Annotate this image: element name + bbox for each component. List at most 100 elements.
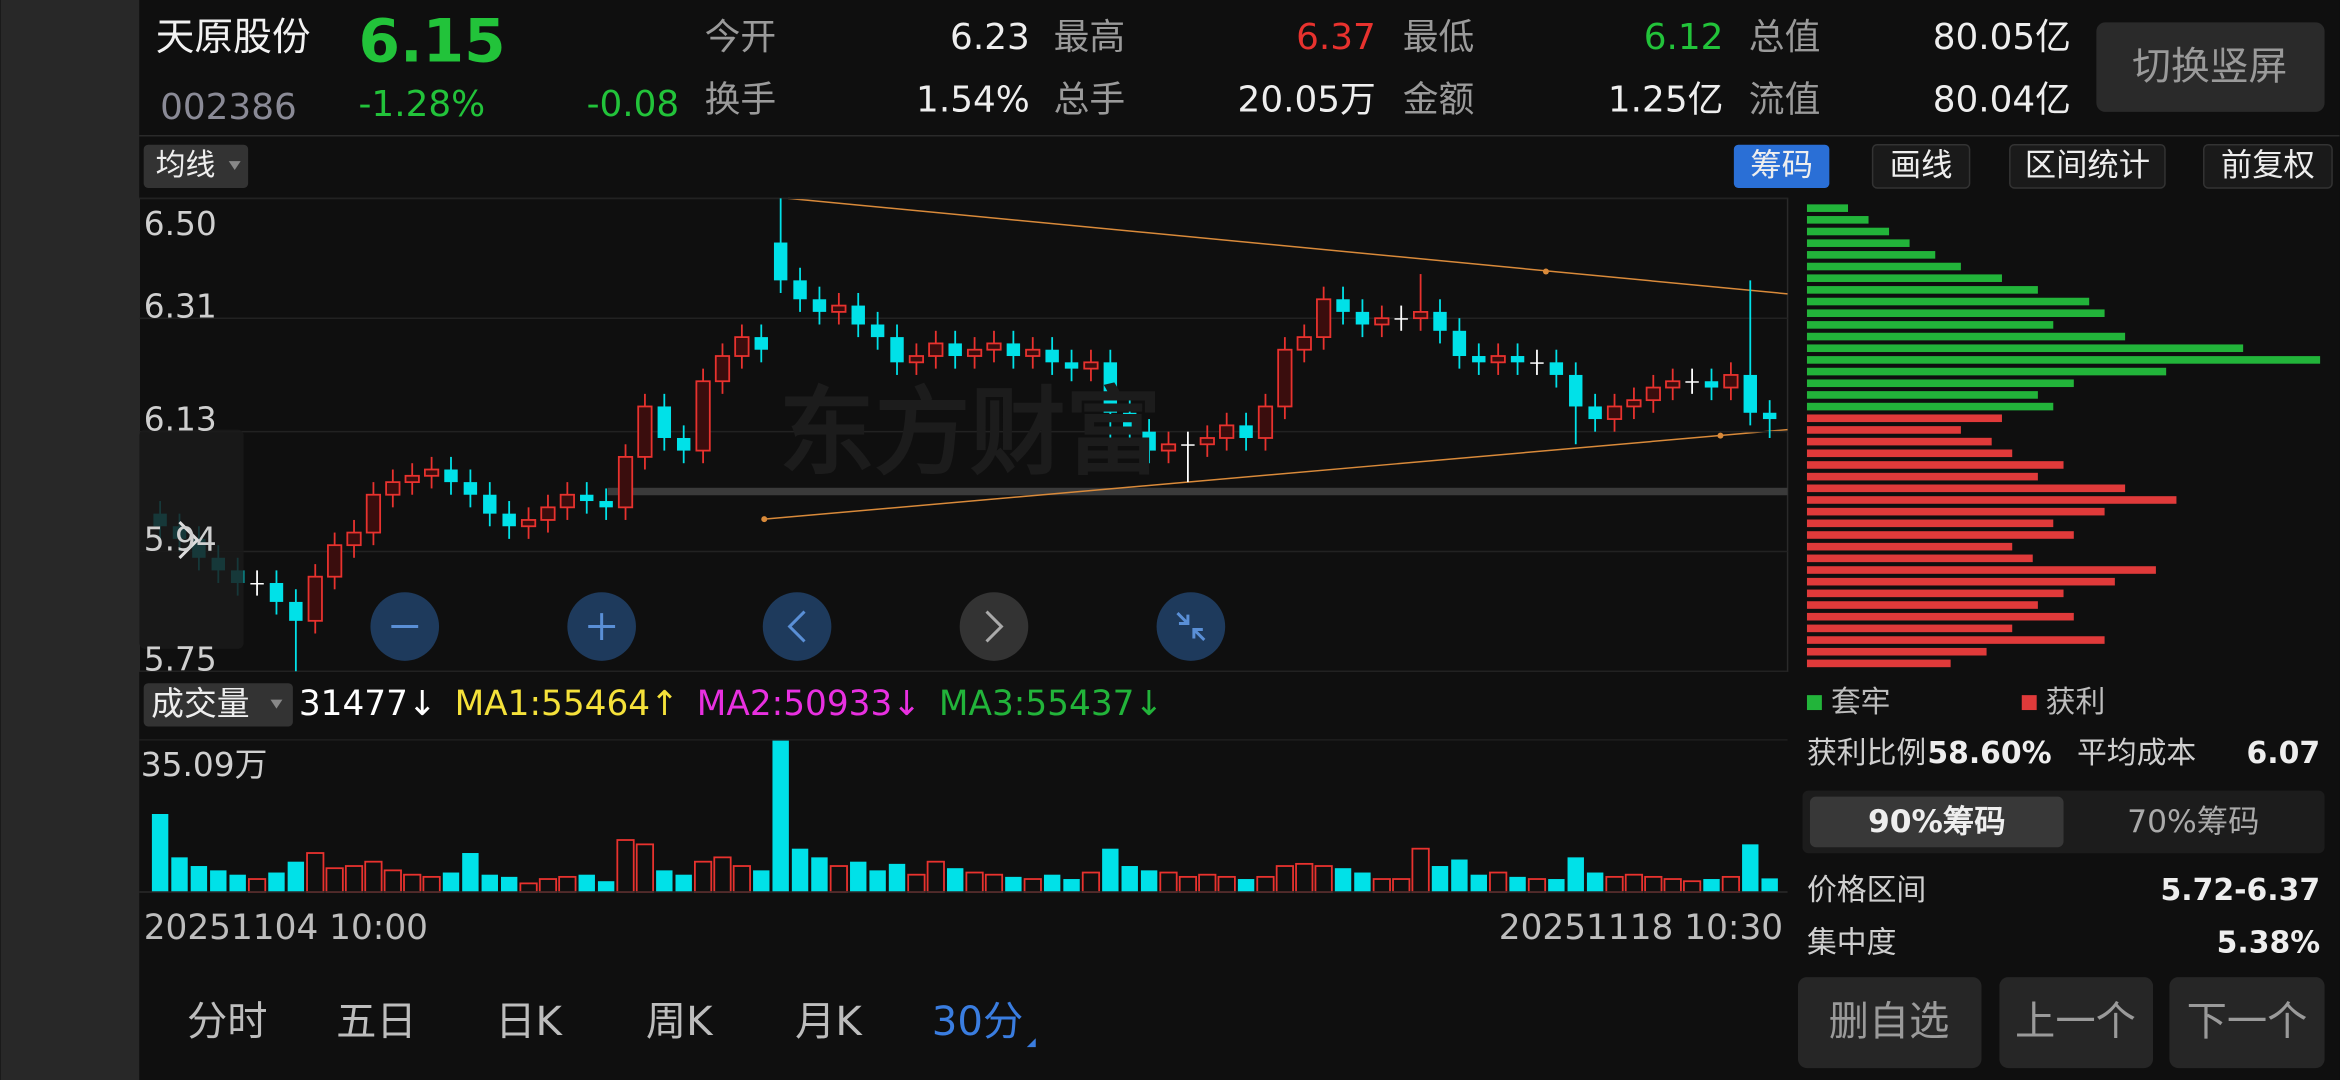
chip-bar [1806,286,2038,294]
ma-button-label: 均线 [156,148,216,183]
period-tab[interactable]: 30分 [932,999,1024,1045]
candle-body [1123,412,1137,432]
chip-bar [1806,321,2054,329]
chip-bar [1806,227,1890,236]
chip-stat-label: 平均成本 [2077,736,2196,771]
candle-body [695,380,711,452]
action-label: 上一个 [2015,999,2136,1045]
tool-label: 画线 [1890,148,1953,184]
volume-bar [1548,879,1565,893]
candle-body [1103,362,1118,413]
chip-bar [1806,216,1869,224]
scroll-right-button[interactable] [959,592,1029,661]
y-tick-label: 5.94 [144,521,217,559]
stat-value: 80.04亿 [1933,79,2071,120]
stat-value: 1.25亿 [1608,79,1724,120]
chip-bar [1806,309,2105,318]
period-tab[interactable]: 五日 [336,999,417,1045]
tool-button[interactable] [2009,143,2166,189]
chip-bar [1806,472,2038,481]
candle-body [327,544,343,578]
volume-button[interactable] [143,683,293,727]
chip-tab-active[interactable] [1809,796,2064,848]
candle-body [734,336,750,357]
volume-bar [287,861,305,893]
candle-body [423,468,440,477]
chip-bar [1806,262,1961,271]
tool-label: 筹码 [1750,148,1813,184]
tool-button[interactable] [1871,143,1971,189]
toggle-button[interactable] [2096,22,2325,112]
volume-bar [1586,872,1604,893]
candle-body [1685,381,1699,383]
action-button[interactable] [1798,977,1982,1069]
stat-value: 20.05万 [1238,79,1376,120]
chip-bar [1806,391,2038,399]
volume-tick-label: 35.09万 [141,746,268,784]
chip-detail-label: 集中度 [1807,925,1896,960]
period-indicator [1026,1038,1036,1048]
reset-button[interactable] [1156,592,1226,661]
ma-button[interactable] [143,144,249,188]
candle-body [1296,336,1312,351]
volume-stat: 31477↓ [299,684,437,724]
legend-label: 获利 [2046,685,2106,720]
change-amount: -0.08 [587,84,680,125]
candle-body [1588,406,1602,420]
trend-line [788,197,1788,295]
chip-bar [1806,297,2090,306]
chip-tab-label: 70%筹码 [2127,804,2259,840]
volume-bar [1063,879,1080,893]
volume-bar [946,868,964,893]
candle-body [599,501,613,508]
candle-body [1239,425,1253,438]
y-tick-label: 6.13 [144,401,217,439]
expand-icon [178,521,200,559]
chip-detail-value: 5.38% [2217,925,2320,960]
stat-label: 总值 [1749,17,1821,58]
period-tab[interactable]: 日K [495,999,563,1045]
stat-value: 80.05亿 [1933,17,2071,58]
candle-body [812,299,827,312]
candle-body [559,493,575,509]
candle-body [1394,318,1408,320]
action-button[interactable] [2169,977,2325,1069]
chip-stat-label: 获利比例 [1807,736,1926,771]
candle-body [269,583,284,602]
period-tab[interactable]: 分时 [187,999,268,1045]
period-tab[interactable]: 月K [795,999,863,1045]
volume-bar [753,870,770,893]
volume-bar [171,857,188,893]
candle-body [502,513,516,527]
chip-bar [1806,426,1961,434]
volume-bar [811,857,828,893]
plus-icon [588,613,616,640]
volume-bar [500,876,518,893]
action-button[interactable] [1999,977,2154,1069]
candle-body [1510,356,1525,363]
volume-bar [791,848,809,893]
volume-bar [1509,876,1526,893]
candle-body [520,519,537,528]
volume-bar [1451,859,1468,893]
volume-bar [1334,868,1352,893]
collapse-panel[interactable] [139,429,244,649]
candle-body [870,324,885,338]
chip-tab-label: 90%筹码 [1868,804,2006,840]
candle-body [1569,374,1583,407]
tool-button[interactable] [1733,144,1830,188]
stock-name: 天原股份 [156,15,311,60]
chip-bar [1806,647,1987,656]
chip-bar [1806,239,1910,247]
change-percent: -1.28% [359,84,486,125]
stock-price: 6.15 [359,7,506,76]
volume-bar [1102,848,1119,893]
y-tick-label: 6.50 [144,205,217,243]
candle-body [1277,348,1293,408]
chip-bar [1806,624,2013,633]
tool-button[interactable] [2203,143,2333,189]
period-tab[interactable]: 周K [646,999,714,1045]
candle-body [1762,412,1777,420]
volume-bar [1742,844,1759,893]
scroll-left-button[interactable] [762,592,832,661]
